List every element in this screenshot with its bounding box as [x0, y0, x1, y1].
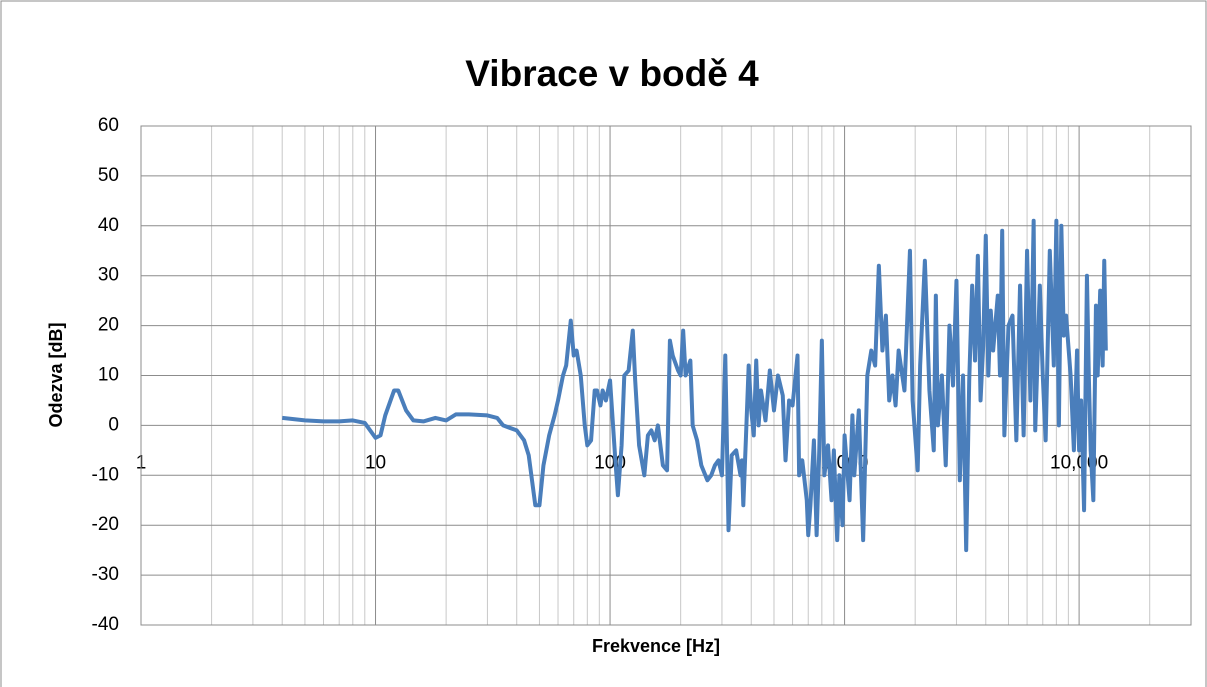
x-tick-label: 10,000 [1050, 452, 1108, 473]
y-axis-title: Odezva [dB] [46, 322, 66, 427]
plot-border [140, 125, 1192, 626]
y-tick-label: 50 [98, 165, 119, 186]
y-tick-label: -10 [92, 464, 119, 485]
y-tick-label: 60 [98, 115, 119, 136]
y-tick-label: 10 [98, 365, 119, 386]
y-tick-label: 40 [98, 215, 119, 236]
y-tick-label: -20 [92, 514, 119, 535]
x-tick-label: 10 [365, 452, 386, 473]
data-line [281, 218, 1108, 553]
y-tick-label: 20 [98, 315, 119, 336]
x-axis-title: Frekvence [Hz] [592, 636, 720, 656]
y-tick-label: -30 [92, 564, 119, 585]
y-tick-label: 30 [98, 265, 119, 286]
y-tick-label: -40 [92, 614, 119, 635]
y-tick-label: 0 [108, 414, 119, 435]
chart-title: Vibrace v bodě 4 [465, 53, 759, 94]
